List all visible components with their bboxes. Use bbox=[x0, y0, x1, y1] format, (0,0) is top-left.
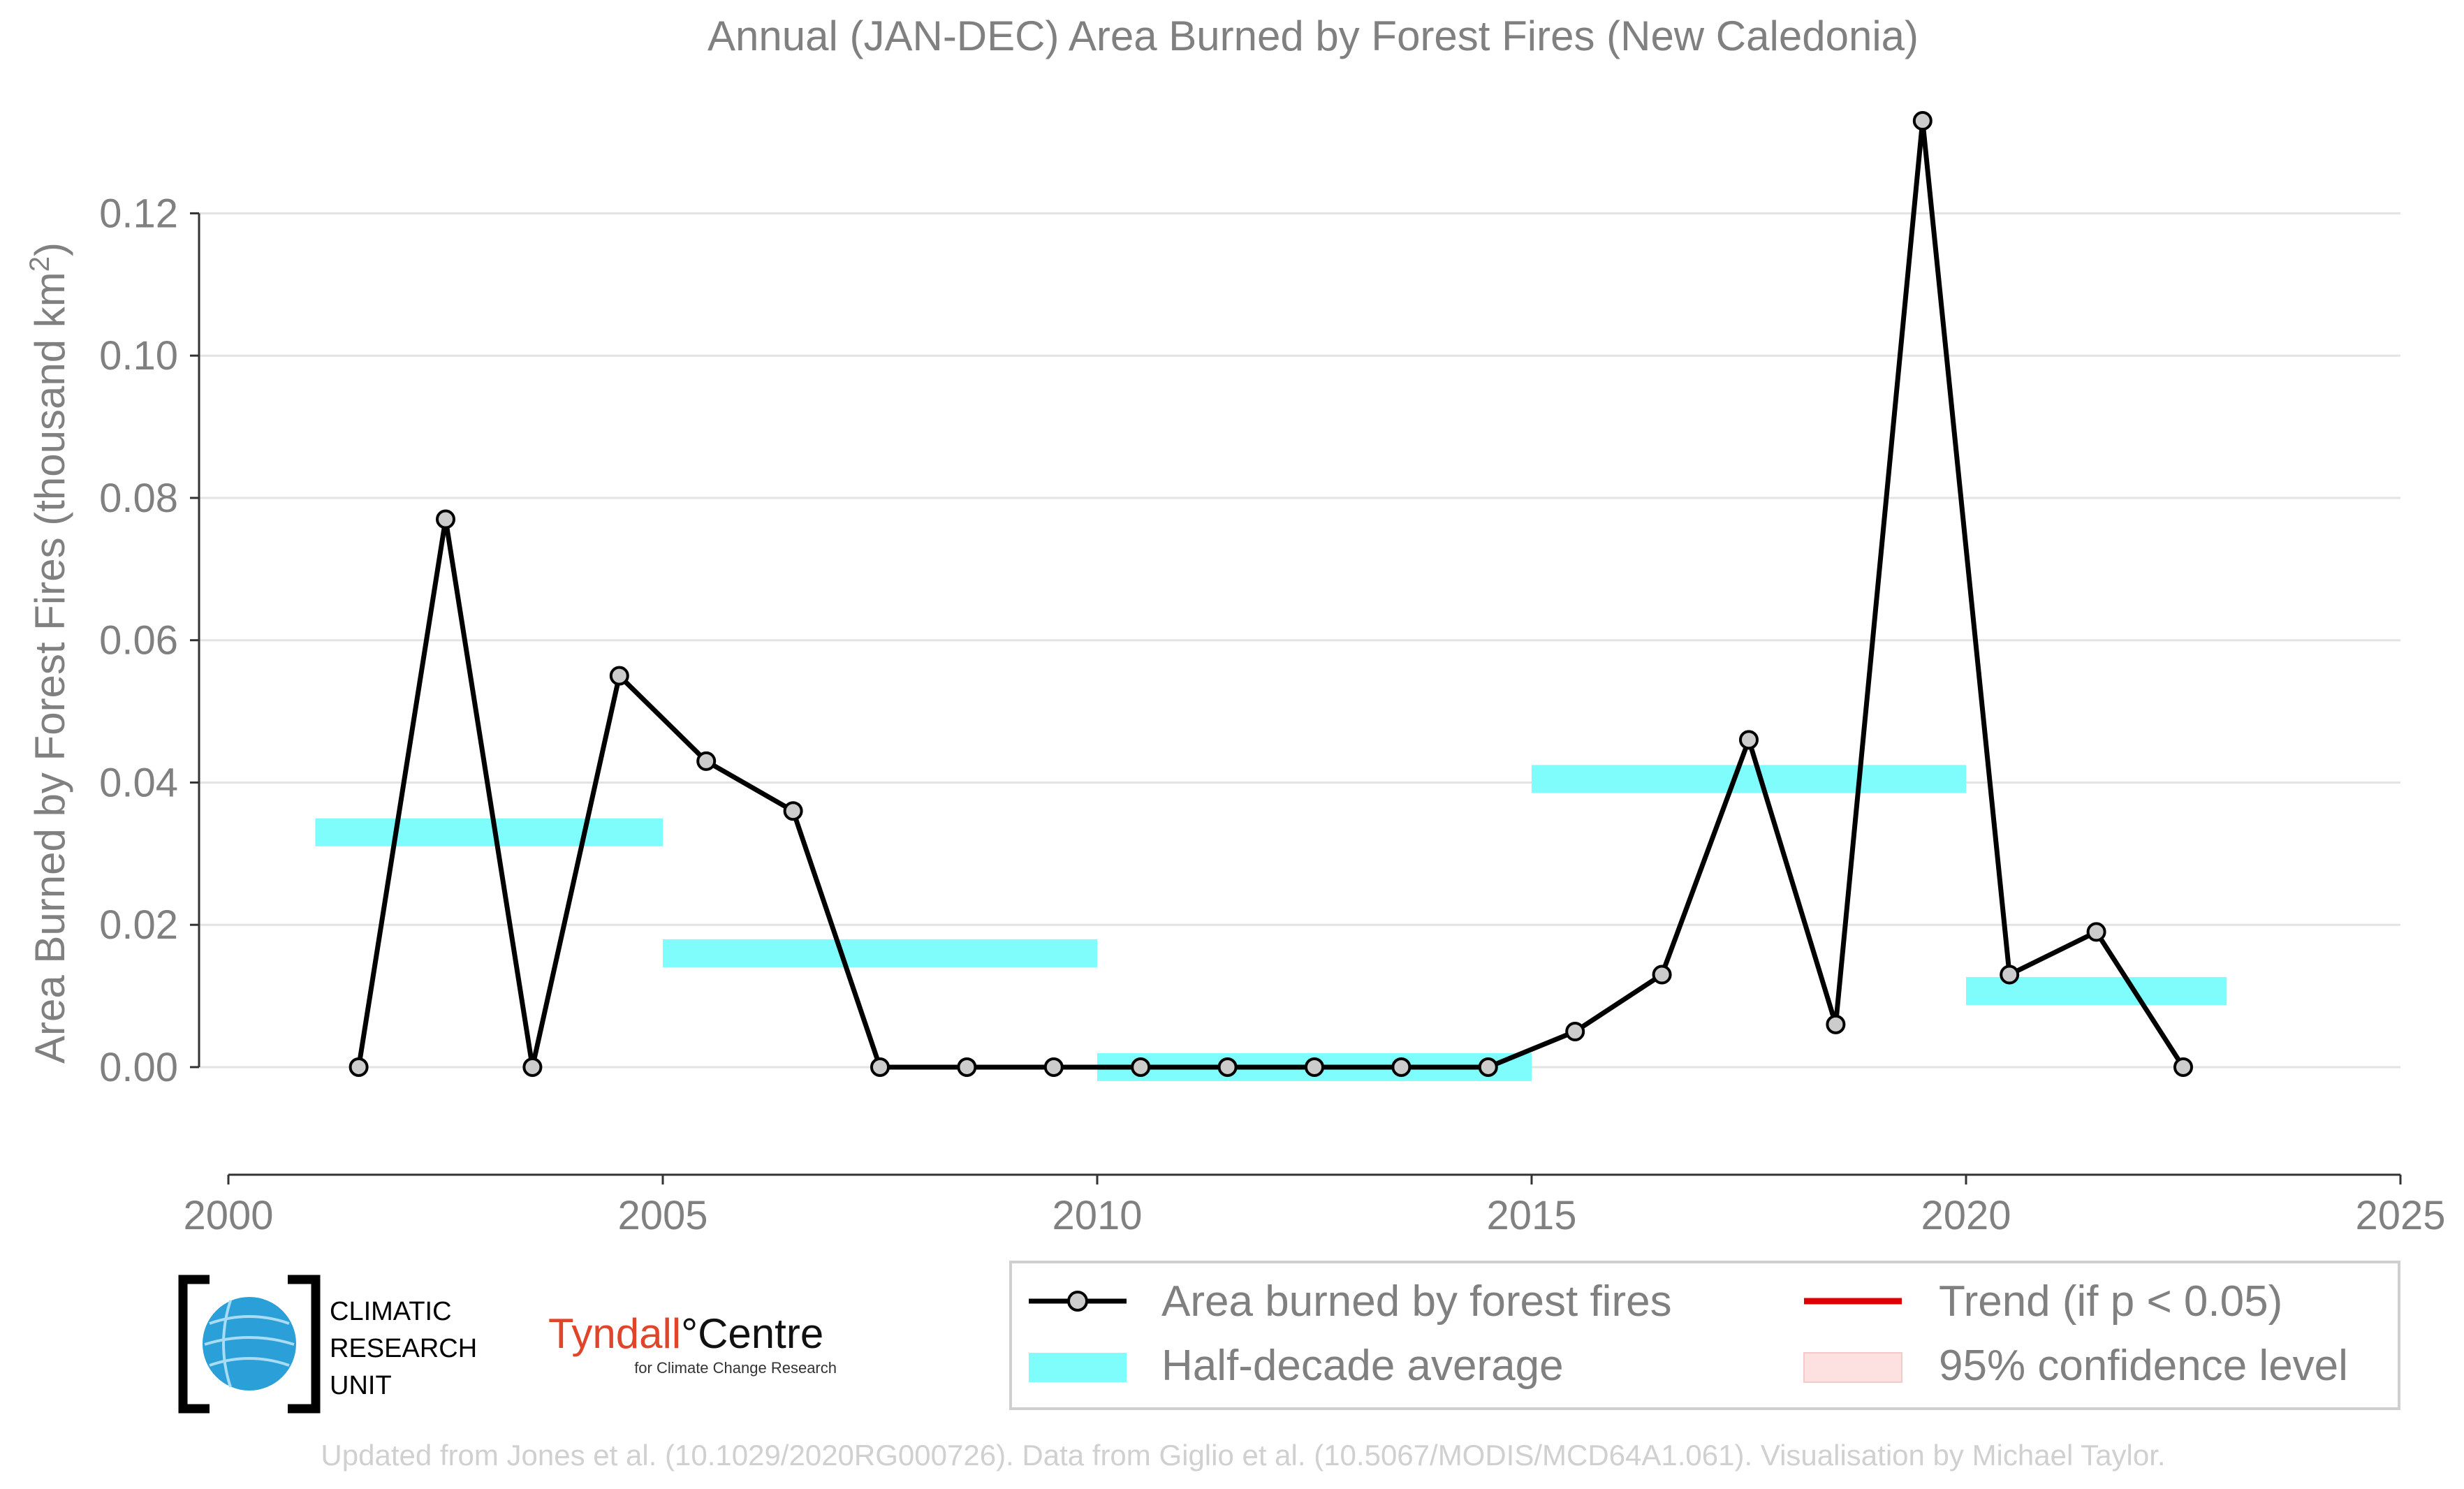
y-tick-label-5: 0.10 bbox=[99, 333, 178, 379]
y-tick-label-3: 0.06 bbox=[99, 618, 178, 663]
legend-confidence-symbol bbox=[1803, 1352, 1902, 1383]
data-point-16 bbox=[1739, 730, 1759, 750]
data-point-11 bbox=[1305, 1057, 1324, 1077]
data-point-0 bbox=[349, 1057, 369, 1077]
tyndall-logo-text: Tyndall°Centre bbox=[548, 1310, 823, 1357]
half-decade-average-bars bbox=[315, 765, 2227, 1081]
y-tick-label-6: 0.12 bbox=[99, 191, 178, 236]
legend-label-area-burned: Area burned by forest fires bbox=[1161, 1277, 1672, 1326]
x-axis: 2000 2005 2010 2015 2020 2025 bbox=[183, 1173, 2446, 1238]
data-point-5 bbox=[783, 801, 803, 821]
cru-logo-text-line1: CLIMATIC bbox=[330, 1297, 452, 1326]
data-point-14 bbox=[1565, 1022, 1585, 1041]
data-point-12 bbox=[1391, 1057, 1411, 1077]
y-tick-label-4: 0.08 bbox=[99, 476, 178, 521]
cru-logo-bracket-left bbox=[178, 1275, 210, 1414]
cru-logo-text-line3: UNIT bbox=[330, 1371, 392, 1400]
data-point-17 bbox=[1826, 1014, 1846, 1034]
half-decade-bar-3 bbox=[1532, 765, 1966, 793]
data-point-20 bbox=[2086, 922, 2106, 942]
x-tick-label-1: 2005 bbox=[617, 1193, 707, 1238]
gridlines bbox=[199, 212, 2400, 1069]
data-point-10 bbox=[1217, 1057, 1238, 1077]
tyndall-logo-subtitle: for Climate Change Research bbox=[634, 1359, 837, 1377]
globe-icon bbox=[203, 1297, 296, 1391]
data-point-4 bbox=[696, 751, 717, 771]
x-tick-label-3: 2015 bbox=[1486, 1193, 1576, 1238]
legend-frame bbox=[1009, 1261, 2400, 1410]
y-axis: 0.00 0.02 0.04 0.06 0.08 0.10 0.12 bbox=[99, 191, 200, 1090]
series-area-burned bbox=[349, 111, 2193, 1077]
data-point-7 bbox=[957, 1057, 977, 1077]
x-tick-label-4: 2020 bbox=[1921, 1193, 2011, 1238]
x-tick-label-2: 2010 bbox=[1052, 1193, 1142, 1238]
y-tick-label-0: 0.00 bbox=[99, 1045, 178, 1090]
data-point-8 bbox=[1043, 1057, 1064, 1077]
data-point-21 bbox=[2173, 1057, 2193, 1077]
x-tick-label-0: 2000 bbox=[183, 1193, 273, 1238]
y-axis-label: Area Burned by Forest Fires (thousand km… bbox=[24, 242, 73, 1064]
tyndall-logo: Tyndall°Centre for Climate Change Resear… bbox=[548, 1310, 837, 1377]
legend-series-marker-symbol bbox=[1067, 1291, 1088, 1312]
data-point-3 bbox=[609, 666, 629, 686]
legend-half-decade-symbol bbox=[1029, 1353, 1127, 1382]
x-tick-label-5: 2025 bbox=[2355, 1193, 2445, 1238]
data-point-15 bbox=[1652, 964, 1672, 985]
cru-logo-text-line2: RESEARCH bbox=[330, 1334, 477, 1363]
footer-credit: Updated from Jones et al. (10.1029/2020R… bbox=[321, 1439, 2165, 1472]
data-point-2 bbox=[522, 1057, 543, 1077]
data-point-6 bbox=[870, 1057, 890, 1077]
data-point-1 bbox=[436, 509, 455, 529]
cru-logo: CLIMATIC RESEARCH UNIT bbox=[178, 1275, 477, 1414]
legend: Area burned by forest fires Trend (if p … bbox=[1009, 1261, 2400, 1410]
legend-label-half-decade: Half-decade average bbox=[1161, 1342, 1564, 1390]
data-point-9 bbox=[1131, 1057, 1151, 1077]
series-line-0 bbox=[356, 118, 2185, 1070]
y-tick-label-2: 0.04 bbox=[99, 760, 178, 805]
globe-icon-lines bbox=[204, 1300, 295, 1388]
legend-label-confidence: 95% confidence level bbox=[1939, 1342, 2348, 1390]
cru-logo-bracket-right bbox=[288, 1275, 321, 1414]
chart-title: Annual (JAN-DEC) Area Burned by Forest F… bbox=[707, 13, 1919, 59]
data-point-18 bbox=[1912, 111, 1933, 131]
data-point-19 bbox=[2000, 964, 2020, 985]
data-point-13 bbox=[1478, 1057, 1498, 1077]
y-tick-label-1: 0.02 bbox=[99, 902, 178, 948]
legend-label-trend: Trend (if p < 0.05) bbox=[1939, 1277, 2282, 1326]
half-decade-bar-1 bbox=[663, 939, 1097, 967]
half-decade-bar-0 bbox=[315, 818, 663, 846]
